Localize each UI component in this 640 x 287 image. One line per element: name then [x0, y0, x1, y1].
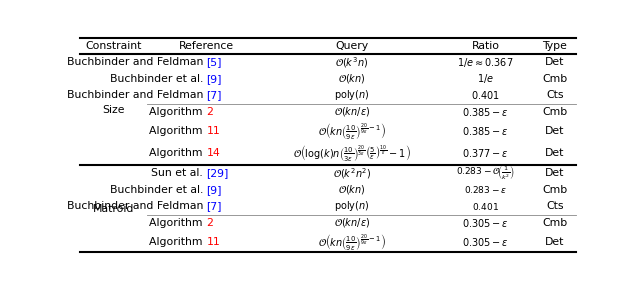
Text: $0.385 - \varepsilon$: $0.385 - \varepsilon$ [462, 125, 509, 137]
Text: $\mathcal{O}\left(\log(k)n\left(\frac{10}{3\varepsilon}\right)^{\frac{20}{3\vare: $\mathcal{O}\left(\log(k)n\left(\frac{10… [293, 143, 411, 163]
Text: $1/e \approx 0.367$: $1/e \approx 0.367$ [458, 56, 514, 69]
Text: Det: Det [545, 148, 564, 158]
Text: Size: Size [102, 105, 125, 115]
Text: Cts: Cts [546, 201, 563, 211]
Text: $0.385 - \varepsilon$: $0.385 - \varepsilon$ [462, 106, 509, 118]
Text: $\mathcal{O}\left(kn\left(\frac{10}{9\varepsilon}\right)^{\frac{20}{9\varepsilon: $\mathcal{O}\left(kn\left(\frac{10}{9\va… [318, 232, 386, 252]
Text: Algorithm: Algorithm [150, 218, 207, 228]
Text: $0.401$: $0.401$ [471, 90, 500, 101]
Text: Ratio: Ratio [472, 41, 500, 51]
Text: Det: Det [545, 236, 564, 247]
Text: [7]: [7] [207, 90, 222, 100]
Text: $\mathcal{O}\left(k^2n^2\right)$: $\mathcal{O}\left(k^2n^2\right)$ [333, 166, 371, 181]
Text: Buchbinder and Feldman: Buchbinder and Feldman [67, 201, 207, 211]
Text: Cmb: Cmb [542, 74, 567, 84]
Text: Sun et al.: Sun et al. [151, 168, 207, 179]
Text: $\mathcal{O}\left(kn\right)$: $\mathcal{O}\left(kn\right)$ [338, 72, 365, 86]
Text: Type: Type [542, 41, 567, 51]
Text: Cts: Cts [546, 90, 563, 100]
Text: Algorithm: Algorithm [150, 148, 207, 158]
Text: Query: Query [335, 41, 369, 51]
Text: 2: 2 [207, 107, 213, 117]
Text: $\mathcal{O}\left(kn\left(\frac{10}{9\varepsilon}\right)^{\frac{20}{9\varepsilon: $\mathcal{O}\left(kn\left(\frac{10}{9\va… [318, 121, 386, 141]
Text: [9]: [9] [207, 74, 222, 84]
Text: Det: Det [545, 126, 564, 136]
Text: $1/e$: $1/e$ [477, 72, 494, 86]
Text: $\mathrm{poly}(n)$: $\mathrm{poly}(n)$ [334, 88, 369, 102]
Text: Buchbinder et al.: Buchbinder et al. [109, 185, 207, 195]
Text: [9]: [9] [207, 185, 222, 195]
Text: Cmb: Cmb [542, 218, 567, 228]
Text: [29]: [29] [207, 168, 229, 179]
Text: $0.377 - \varepsilon$: $0.377 - \varepsilon$ [462, 147, 509, 159]
Text: Cmb: Cmb [542, 107, 567, 117]
Text: Buchbinder and Feldman: Buchbinder and Feldman [67, 57, 207, 67]
Text: [5]: [5] [207, 57, 222, 67]
Text: Matroid: Matroid [93, 204, 134, 214]
Text: Algorithm: Algorithm [150, 126, 207, 136]
Text: $\mathcal{O}\left(kn/\varepsilon\right)$: $\mathcal{O}\left(kn/\varepsilon\right)$ [333, 216, 370, 229]
Text: Buchbinder et al.: Buchbinder et al. [109, 74, 207, 84]
Text: Reference: Reference [179, 41, 234, 51]
Text: 11: 11 [207, 126, 220, 136]
Text: $\mathrm{poly}(n)$: $\mathrm{poly}(n)$ [334, 199, 369, 213]
Text: $0.401$: $0.401$ [472, 201, 499, 212]
Text: [7]: [7] [207, 201, 222, 211]
Text: Buchbinder and Feldman: Buchbinder and Feldman [67, 90, 207, 100]
Text: 11: 11 [207, 236, 220, 247]
Text: $0.283 - \varepsilon$: $0.283 - \varepsilon$ [464, 184, 507, 195]
Text: 14: 14 [207, 148, 220, 158]
Text: $0.305 - \varepsilon$: $0.305 - \varepsilon$ [462, 236, 509, 248]
Text: Cmb: Cmb [542, 185, 567, 195]
Text: Det: Det [545, 57, 564, 67]
Text: Algorithm: Algorithm [150, 107, 207, 117]
Text: $\mathcal{O}\left(kn\right)$: $\mathcal{O}\left(kn\right)$ [338, 183, 365, 196]
Text: $\mathcal{O}\left(kn/\varepsilon\right)$: $\mathcal{O}\left(kn/\varepsilon\right)$ [333, 105, 370, 118]
Text: Algorithm: Algorithm [150, 236, 207, 247]
Text: $\mathcal{O}\left(k^3n\right)$: $\mathcal{O}\left(k^3n\right)$ [335, 55, 369, 70]
Text: Constraint: Constraint [86, 41, 142, 51]
Text: Det: Det [545, 168, 564, 179]
Text: 2: 2 [207, 218, 213, 228]
Text: $0.305 - \varepsilon$: $0.305 - \varepsilon$ [462, 217, 509, 229]
Text: $0.283 - \mathcal{O}\!\left(\frac{1}{k^2}\right)$: $0.283 - \mathcal{O}\!\left(\frac{1}{k^2… [456, 165, 515, 182]
